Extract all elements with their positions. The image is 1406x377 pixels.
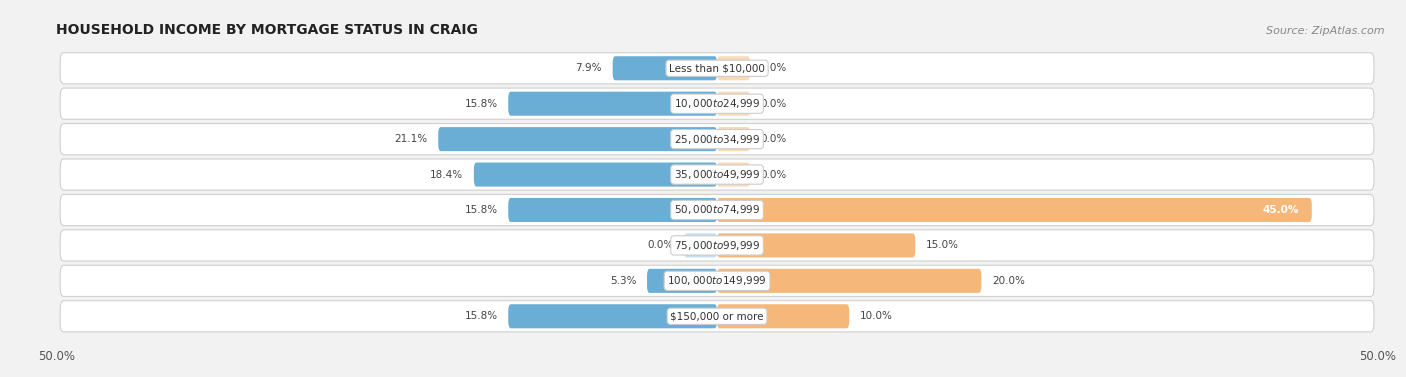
- Text: $25,000 to $34,999: $25,000 to $34,999: [673, 133, 761, 146]
- FancyBboxPatch shape: [685, 233, 717, 257]
- Text: 7.9%: 7.9%: [575, 63, 602, 73]
- FancyBboxPatch shape: [60, 230, 1374, 261]
- FancyBboxPatch shape: [60, 159, 1374, 190]
- FancyBboxPatch shape: [60, 124, 1374, 155]
- Text: 21.1%: 21.1%: [395, 134, 427, 144]
- Text: 0.0%: 0.0%: [761, 63, 787, 73]
- Text: 15.8%: 15.8%: [464, 99, 498, 109]
- FancyBboxPatch shape: [717, 127, 751, 151]
- FancyBboxPatch shape: [613, 56, 717, 80]
- Text: $150,000 or more: $150,000 or more: [671, 311, 763, 321]
- FancyBboxPatch shape: [508, 304, 717, 328]
- Text: HOUSEHOLD INCOME BY MORTGAGE STATUS IN CRAIG: HOUSEHOLD INCOME BY MORTGAGE STATUS IN C…: [56, 23, 478, 37]
- Text: 0.0%: 0.0%: [761, 134, 787, 144]
- Text: 15.8%: 15.8%: [464, 311, 498, 321]
- Text: 20.0%: 20.0%: [993, 276, 1025, 286]
- FancyBboxPatch shape: [60, 265, 1374, 296]
- FancyBboxPatch shape: [508, 92, 717, 116]
- Legend: Without Mortgage, With Mortgage: Without Mortgage, With Mortgage: [589, 375, 845, 377]
- FancyBboxPatch shape: [717, 56, 751, 80]
- Text: Source: ZipAtlas.com: Source: ZipAtlas.com: [1267, 26, 1385, 37]
- Text: 45.0%: 45.0%: [1263, 205, 1299, 215]
- FancyBboxPatch shape: [717, 304, 849, 328]
- FancyBboxPatch shape: [60, 88, 1374, 119]
- Text: 15.0%: 15.0%: [927, 241, 959, 250]
- FancyBboxPatch shape: [647, 269, 717, 293]
- FancyBboxPatch shape: [60, 53, 1374, 84]
- Text: $10,000 to $24,999: $10,000 to $24,999: [673, 97, 761, 110]
- Text: 10.0%: 10.0%: [860, 311, 893, 321]
- FancyBboxPatch shape: [717, 92, 751, 116]
- Text: 0.0%: 0.0%: [761, 170, 787, 179]
- FancyBboxPatch shape: [717, 162, 751, 187]
- FancyBboxPatch shape: [717, 233, 915, 257]
- FancyBboxPatch shape: [474, 162, 717, 187]
- Text: 0.0%: 0.0%: [761, 99, 787, 109]
- FancyBboxPatch shape: [717, 269, 981, 293]
- FancyBboxPatch shape: [717, 198, 1312, 222]
- Text: Less than $10,000: Less than $10,000: [669, 63, 765, 73]
- Text: 0.0%: 0.0%: [647, 241, 673, 250]
- FancyBboxPatch shape: [60, 195, 1374, 225]
- Text: $100,000 to $149,999: $100,000 to $149,999: [668, 274, 766, 287]
- Text: $35,000 to $49,999: $35,000 to $49,999: [673, 168, 761, 181]
- Text: 18.4%: 18.4%: [430, 170, 464, 179]
- Text: $50,000 to $74,999: $50,000 to $74,999: [673, 204, 761, 216]
- FancyBboxPatch shape: [60, 301, 1374, 332]
- FancyBboxPatch shape: [508, 198, 717, 222]
- Text: 5.3%: 5.3%: [610, 276, 637, 286]
- Text: $75,000 to $99,999: $75,000 to $99,999: [673, 239, 761, 252]
- FancyBboxPatch shape: [439, 127, 717, 151]
- Text: 15.8%: 15.8%: [464, 205, 498, 215]
